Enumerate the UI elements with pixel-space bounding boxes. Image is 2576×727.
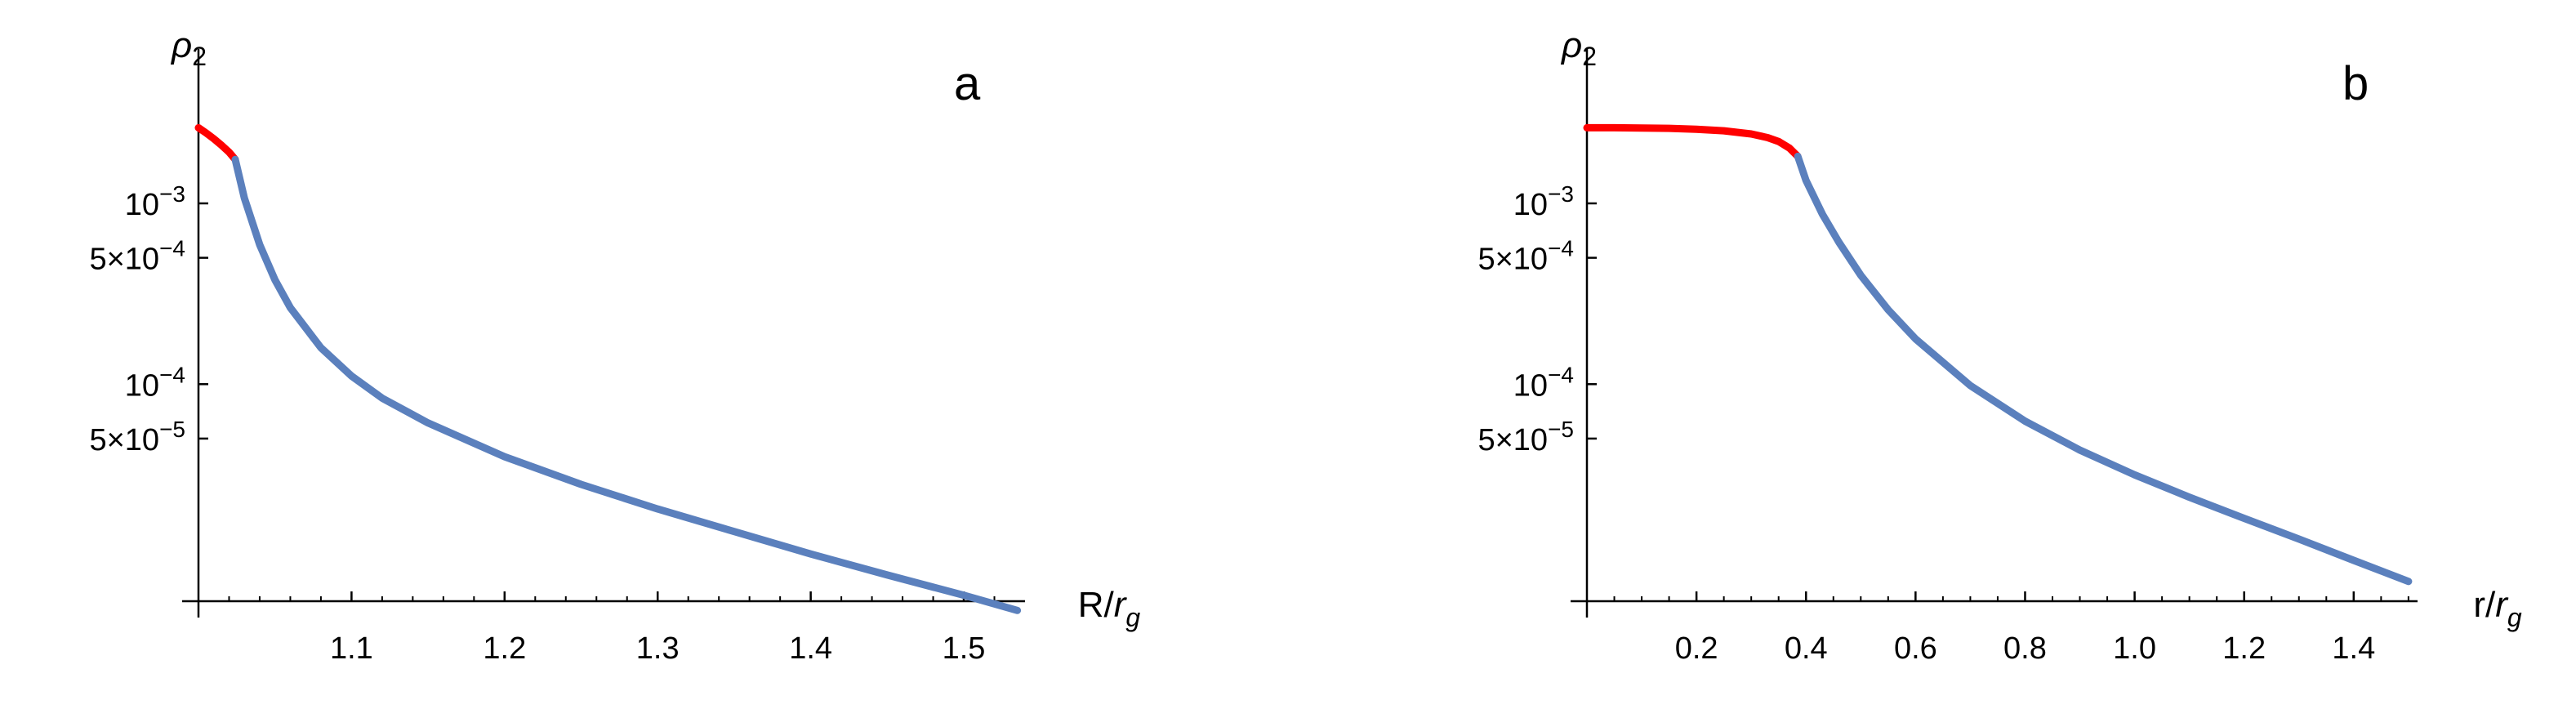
chart-a-x-axis-label-sub: g <box>1125 603 1140 632</box>
chart-a-y-tick-label: 5×10−5 <box>89 417 185 457</box>
chart-b-x-tick-label: 1.0 <box>2113 631 2156 666</box>
chart-a-y-tick-exponent: −4 <box>159 362 185 387</box>
chart-b-x-tick-label: 0.8 <box>2003 631 2047 666</box>
chart-b-x-tick-label: 1.4 <box>2332 631 2375 666</box>
chart-b-y-tick-exponent: −4 <box>1548 236 1574 261</box>
chart-b-y-tick-mantissa: 10 <box>1513 188 1548 222</box>
chart-b-series-core-red <box>1583 123 1802 160</box>
chart-b-x-axis-label: r/rg <box>2473 585 2522 632</box>
chart-panel-b: 0.2 0.4 0.6 0.8 1.0 1.2 1.4 10−3 5×10−4 10−4 5×10−… <box>1372 0 2576 727</box>
chart-b-y-tick-exponent: −4 <box>1548 362 1574 387</box>
chart-b-x-tick-label: 1.2 <box>2222 631 2266 666</box>
chart-a-x-axis-label: R/rg <box>1078 585 1141 632</box>
chart-a-y-tick-label: 10−3 <box>125 181 185 222</box>
chart-a-x-tick-label: 1.1 <box>330 631 373 666</box>
chart-a-y-tick-mantissa: 5×10 <box>89 243 159 277</box>
chart-a-y-tick-label: 5×10−4 <box>89 236 185 277</box>
chart-a-y-axis-label-base: ρ <box>170 25 192 65</box>
chart-a-x-axis-label-main: R/ <box>1078 585 1115 625</box>
chart-b-x-tick-label: 0.6 <box>1894 631 1937 666</box>
chart-a-svg: 1.1 1.2 1.3 1.4 1.510−35×10−410−45×10−5ρ2R/r… <box>89 25 1140 666</box>
chart-a-series-tail-blue <box>231 155 1022 614</box>
chart-b-y-tick-exponent: −3 <box>1548 181 1574 207</box>
chart-a-y-axis-label-sub: 2 <box>192 42 207 71</box>
chart-b-y-tick-mantissa: 5×10 <box>1477 423 1548 457</box>
chart-a-y-axis-label: ρ2 <box>170 25 207 71</box>
chart-b-y-tick-exponent: −5 <box>1548 417 1574 442</box>
chart-b-x-axis-label-sub: g <box>2507 603 2522 632</box>
chart-b-y-axis-label-base: ρ <box>1560 25 1582 65</box>
chart-a-x-tick-label: 1.4 <box>789 631 832 666</box>
chart-a-x-tick-label: 1.2 <box>483 631 526 666</box>
chart-a-series-core-red <box>194 123 239 163</box>
chart-b-y-tick-mantissa: 5×10 <box>1477 243 1548 277</box>
chart-a-y-tick-exponent: −3 <box>159 181 185 207</box>
chart-a-x-tick-label: 1.5 <box>943 631 986 666</box>
chart-b-y-tick-mantissa: 10 <box>1513 368 1548 403</box>
chart-b-y-tick-label: 5×10−4 <box>1477 236 1574 277</box>
chart-a-y-tick-mantissa: 10 <box>125 368 159 403</box>
chart-a-y-tick-exponent: −5 <box>159 417 185 442</box>
chart-a-y-tick-mantissa: 5×10 <box>89 423 159 457</box>
chart-panel-a: 1.1 1.2 1.3 1.4 1.5 10−3 5×10−4 10−4 5×10−5 ρ2 R/r… <box>0 0 1140 727</box>
chart-a-panel-letter: a <box>954 57 981 110</box>
chart-b-svg: 0.2 0.4 0.6 0.8 1.0 1.2 1.410−35×10−410−45×10−… <box>1477 25 2522 666</box>
chart-b-x-tick-label: 0.2 <box>1675 631 1718 666</box>
chart-b-series-tail-blue <box>1794 152 2413 586</box>
chart-b-y-axis-label: ρ2 <box>1560 25 1597 71</box>
chart-b-x-tick-label: 0.4 <box>1785 631 1828 666</box>
chart-b-y-axis-label-sub: 2 <box>1582 42 1597 71</box>
chart-a-x-axis-label-italic: r <box>1114 585 1128 625</box>
chart-a-y-tick-exponent: −4 <box>159 236 185 261</box>
chart-b-y-tick-label: 10−3 <box>1513 181 1574 222</box>
chart-b-y-tick-label: 10−4 <box>1513 362 1574 403</box>
chart-a-y-tick-mantissa: 10 <box>125 188 159 222</box>
chart-a-x-tick-label: 1.3 <box>636 631 680 666</box>
chart-b-y-tick-label: 5×10−5 <box>1477 417 1574 457</box>
chart-b-panel-letter: b <box>2342 57 2369 110</box>
chart-b-x-axis-label-italic: r <box>2495 585 2509 625</box>
chart-a-y-tick-label: 10−4 <box>125 362 185 403</box>
chart-b-x-axis-label-main: r/ <box>2473 585 2496 625</box>
